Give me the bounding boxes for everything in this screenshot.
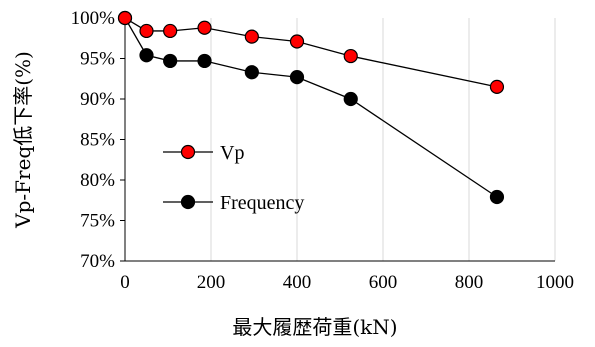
legend-label-frequency: Frequency <box>220 192 304 214</box>
x-tick-label: 1000 <box>536 272 574 293</box>
data-point-vp <box>163 23 178 39</box>
legend-label-vp: Vp <box>220 142 244 164</box>
x-tick-label: 800 <box>455 272 484 293</box>
y-tick-label: 100% <box>71 8 116 29</box>
legend-marker-frequency <box>180 194 196 210</box>
y-tick-label: 90% <box>80 89 115 110</box>
data-point-frequency <box>139 48 154 63</box>
x-tick-label: 200 <box>197 272 226 293</box>
y-tick-label: 85% <box>80 130 115 151</box>
axes <box>120 17 555 262</box>
series-line-vp <box>124 17 498 88</box>
legend-marker-vp <box>180 144 196 160</box>
data-point-frequency <box>197 53 212 69</box>
data-point-vp <box>244 29 259 44</box>
series-lines <box>124 17 498 198</box>
grid <box>210 18 556 261</box>
x-axis-title: 最大履歴荷重(kN) <box>232 315 397 339</box>
x-tick-label: 0 <box>120 272 130 293</box>
x-tick-label: 600 <box>369 272 398 293</box>
legend: Vp Frequency <box>163 142 304 214</box>
y-axis-title: Vp-Freq低下率(%) <box>11 51 35 229</box>
data-point-frequency <box>244 65 259 80</box>
series-markers <box>117 10 505 205</box>
y-tick-label: 95% <box>80 49 115 70</box>
data-point-frequency <box>163 53 178 69</box>
y-tick-label: 80% <box>80 170 115 191</box>
data-point-vp <box>139 23 154 39</box>
data-point-frequency <box>489 189 505 205</box>
data-point-vp <box>117 10 133 26</box>
data-point-vp <box>289 34 305 49</box>
x-tick-label: 400 <box>283 272 312 293</box>
y-tick-label: 70% <box>80 251 115 272</box>
y-tick-label: 75% <box>80 211 115 232</box>
data-point-frequency <box>289 70 305 85</box>
data-point-vp <box>489 79 505 94</box>
tick-labels: 70% 75% 80% 85% 90% 95% 100% 0 200 400 600 800 1000 <box>71 8 574 293</box>
data-point-vp <box>343 48 358 64</box>
data-point-vp <box>197 20 212 35</box>
data-point-frequency <box>343 91 358 107</box>
